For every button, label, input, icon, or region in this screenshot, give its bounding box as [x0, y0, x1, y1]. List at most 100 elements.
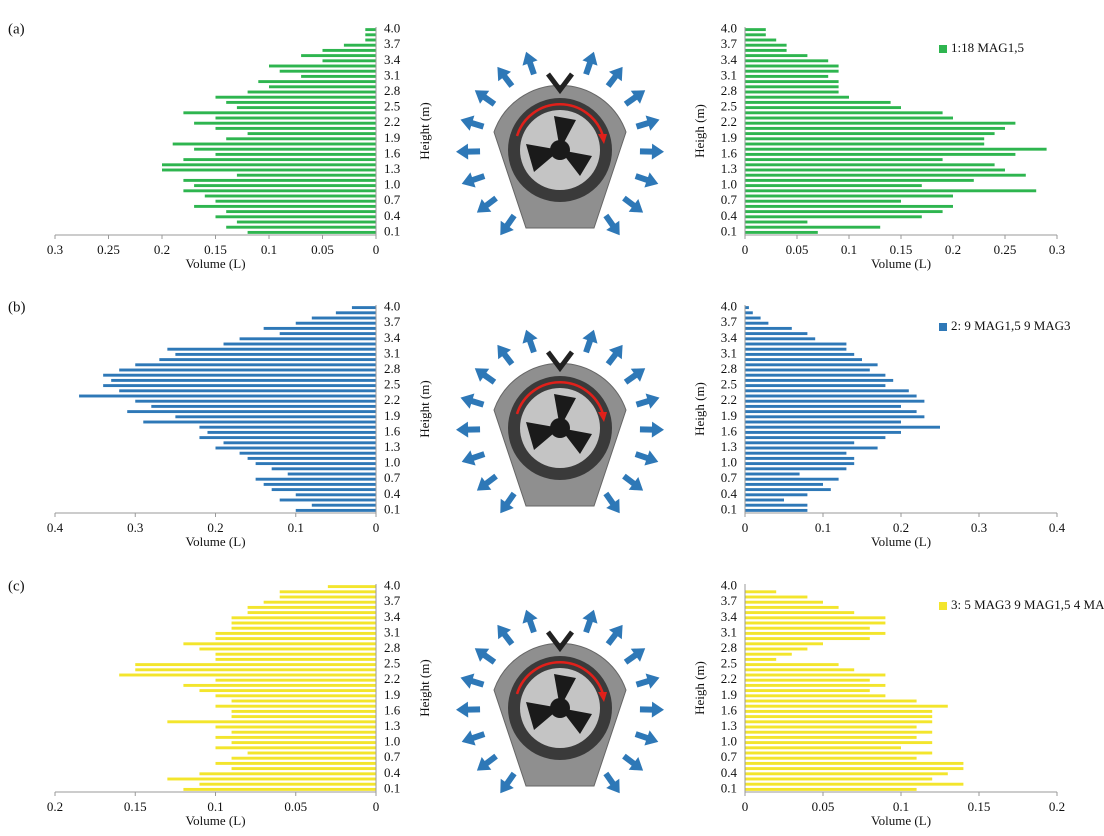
y-tick-label: 3.1: [384, 624, 400, 639]
bar: [745, 715, 933, 719]
bar: [745, 158, 943, 162]
bar: [745, 751, 933, 755]
bar: [745, 363, 878, 367]
legend-label: 2: 9 MAG1,5 9 MAG3: [951, 318, 1071, 333]
bar: [287, 472, 376, 476]
bar: [183, 189, 376, 193]
bar: [231, 767, 376, 771]
bar: [255, 477, 376, 481]
y-tick-label: 3.7: [384, 314, 401, 329]
bar: [135, 363, 376, 367]
bar: [215, 652, 376, 656]
bar: [745, 482, 823, 486]
y-tick-label: 0.1: [721, 780, 737, 795]
bar: [745, 142, 985, 146]
bar: [745, 85, 839, 89]
y-tick-label: 2.8: [384, 640, 400, 655]
y-tick-label: 1.6: [384, 145, 401, 160]
bar: [183, 787, 376, 791]
y-tick-label: 3.1: [384, 67, 400, 82]
y-tick-label: 2.8: [721, 83, 737, 98]
y-tick-label: 2.2: [721, 114, 737, 129]
y-tick-label: 1.9: [721, 408, 737, 423]
bar: [745, 621, 886, 625]
y-tick-label: 1.0: [721, 734, 737, 749]
bar: [745, 709, 933, 713]
bar: [745, 384, 886, 388]
bar: [745, 647, 808, 651]
x-tick-label: 0.1: [261, 242, 277, 257]
bar: [311, 316, 376, 320]
y-tick-label: 1.0: [384, 177, 400, 192]
bar: [745, 43, 787, 47]
bar: [745, 637, 870, 641]
x-axis-title: Volume (L): [871, 813, 931, 828]
bar: [745, 626, 870, 630]
bar: [183, 111, 376, 115]
y-tick-label: 2.5: [721, 99, 737, 114]
bar: [745, 95, 849, 99]
bar: [745, 64, 839, 68]
bar: [745, 352, 855, 356]
x-tick-label: 0: [373, 520, 380, 535]
y-tick-label: 1.3: [384, 439, 400, 454]
bar: [215, 215, 376, 219]
bar: [745, 220, 808, 224]
rotor-diagram: [456, 330, 664, 514]
bar: [215, 694, 376, 698]
bar: [745, 33, 766, 37]
bar: [231, 616, 376, 620]
legend-swatch: [939, 323, 947, 331]
bar: [215, 678, 376, 682]
bar: [231, 756, 376, 760]
bar: [745, 316, 761, 320]
y-tick-label: 3.1: [721, 345, 737, 360]
y-tick-label: 2.2: [384, 114, 400, 129]
bar: [231, 730, 376, 734]
bar: [236, 173, 376, 177]
y-tick-label: 0.1: [384, 223, 400, 238]
y-axis-title: Height (m): [417, 102, 432, 159]
x-tick-label: 0.05: [311, 242, 334, 257]
bar: [215, 746, 376, 750]
bar: [745, 347, 847, 351]
rotor-diagram: [456, 610, 664, 794]
y-tick-label: 0.4: [721, 208, 738, 223]
bar: [745, 111, 943, 115]
panel-label: (a): [8, 21, 25, 37]
x-tick-label: 0.2: [47, 799, 63, 814]
y-tick-label: 3.4: [384, 609, 401, 624]
bar: [111, 378, 377, 382]
bar: [175, 415, 376, 419]
y-tick-label: 2.2: [721, 392, 737, 407]
bar: [745, 756, 917, 760]
bar: [745, 735, 917, 739]
bar: [745, 121, 1016, 125]
bar: [215, 761, 376, 765]
y-tick-label: 1.6: [721, 702, 738, 717]
bar: [745, 663, 839, 667]
bar: [255, 462, 376, 466]
bar: [745, 488, 831, 492]
y-tick-label: 4.0: [384, 578, 400, 593]
y-tick-label: 1.3: [721, 161, 737, 176]
x-tick-label: 0: [742, 799, 749, 814]
bar: [745, 199, 901, 203]
x-tick-label: 0.05: [786, 242, 809, 257]
bar: [745, 741, 933, 745]
y-tick-label: 0.4: [384, 208, 401, 223]
y-tick-label: 1.9: [721, 687, 737, 702]
y-tick-label: 0.1: [721, 501, 737, 516]
y-axis-title: Height (m): [417, 659, 432, 716]
bar: [215, 446, 376, 450]
x-tick-label: 0.1: [288, 520, 304, 535]
y-tick-label: 1.6: [384, 702, 401, 717]
y-tick-label: 0.4: [721, 486, 738, 501]
bar: [745, 462, 855, 466]
bar: [167, 347, 376, 351]
bar: [215, 725, 376, 729]
bar: [745, 787, 917, 791]
bar: [745, 430, 901, 434]
